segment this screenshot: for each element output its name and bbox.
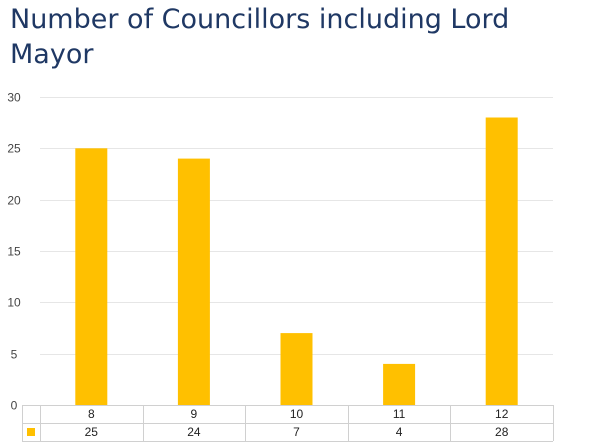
y-tick-label: 5 xyxy=(11,348,18,362)
y-tick-label: 30 xyxy=(7,91,21,105)
data-table: 8 25 9 24 10 7 11 4 12 28 xyxy=(22,405,554,442)
x-tick-label: 10 xyxy=(290,407,304,421)
y-tick-label: 25 xyxy=(7,142,21,156)
data-value-label: 4 xyxy=(396,425,403,439)
gridlines xyxy=(40,97,553,355)
y-tick-label: 20 xyxy=(7,194,21,208)
y-tick-label: 0 xyxy=(11,399,18,413)
data-value-label: 24 xyxy=(187,425,201,439)
x-tick-label: 11 xyxy=(393,407,406,421)
data-value-label: 28 xyxy=(495,425,509,439)
x-tick-label: 9 xyxy=(191,407,198,421)
bar xyxy=(177,158,210,405)
y-tick-label: 10 xyxy=(7,296,21,310)
series-legend-key xyxy=(27,428,35,436)
bar xyxy=(280,333,313,405)
bars xyxy=(75,117,518,406)
y-tick-label: 15 xyxy=(7,245,21,259)
bar xyxy=(383,363,416,405)
y-axis-ticks: 0 5 10 15 20 25 30 xyxy=(7,91,21,413)
chart-title: Number of Councillors including Lord May… xyxy=(10,4,510,70)
bar xyxy=(75,148,108,406)
bar xyxy=(485,117,518,405)
x-tick-label: 12 xyxy=(495,407,509,421)
data-value-label: 25 xyxy=(85,425,99,439)
data-value-label: 7 xyxy=(293,425,300,439)
x-tick-label: 8 xyxy=(88,407,95,421)
